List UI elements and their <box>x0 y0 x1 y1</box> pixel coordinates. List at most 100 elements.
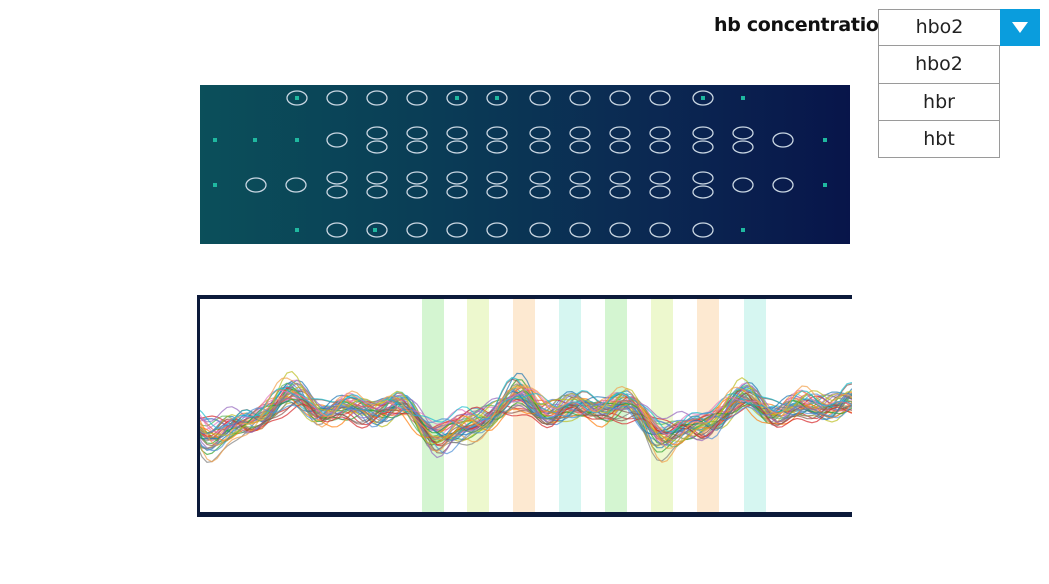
channel-marker <box>286 90 308 106</box>
channel-layout <box>213 90 827 238</box>
signal-trace <box>197 403 852 446</box>
channel-marker <box>285 177 307 193</box>
dropdown-button[interactable] <box>1000 9 1040 46</box>
channel-marker <box>609 171 631 185</box>
optode-dot <box>295 138 299 142</box>
channel-marker <box>649 171 671 185</box>
channel-marker <box>772 132 794 148</box>
channel-marker <box>569 126 591 140</box>
channel-marker <box>326 132 348 148</box>
stimulus-band <box>422 299 444 512</box>
optode-dot <box>295 228 299 232</box>
channel-marker <box>569 90 591 106</box>
signal-trace <box>197 382 852 448</box>
channel-marker <box>692 140 714 154</box>
channel-marker <box>326 222 348 238</box>
signal-trace <box>197 394 852 435</box>
channel-marker <box>366 185 388 199</box>
channel-marker <box>446 185 468 199</box>
channel-marker <box>772 177 794 193</box>
channel-marker <box>609 140 631 154</box>
stimulus-band <box>467 299 489 512</box>
optode-dot <box>495 96 499 100</box>
time-series-plot <box>197 295 852 517</box>
stimulus-band <box>651 299 673 512</box>
channel-marker <box>529 171 551 185</box>
optode-dot <box>701 96 705 100</box>
channel-marker <box>609 126 631 140</box>
option-hbr[interactable]: hbr <box>879 83 999 120</box>
optode-dot <box>455 96 459 100</box>
signal-trace <box>197 390 852 442</box>
channel-marker <box>649 222 671 238</box>
channel-marker <box>446 140 468 154</box>
selected-value: hbo2 <box>915 16 964 38</box>
channel-marker <box>569 140 591 154</box>
stimulus-band <box>697 299 719 512</box>
channel-marker <box>446 90 468 106</box>
optode-dot <box>823 138 827 142</box>
channel-marker <box>609 90 631 106</box>
channel-marker <box>406 126 428 140</box>
optode-dot <box>373 228 377 232</box>
channel-marker <box>569 171 591 185</box>
channel-marker <box>245 177 267 193</box>
optode-dot <box>295 96 299 100</box>
channel-marker <box>486 222 508 238</box>
channel-marker <box>406 171 428 185</box>
option-hbt[interactable]: hbt <box>879 120 999 157</box>
optode-dot <box>253 138 257 142</box>
hb-concentration-select[interactable]: hbo2 <box>878 9 1040 46</box>
channel-marker <box>366 171 388 185</box>
channel-marker <box>732 177 754 193</box>
signal-trace <box>197 398 852 444</box>
optode-dot <box>741 228 745 232</box>
optode-dot <box>741 96 745 100</box>
signal-trace <box>197 392 852 452</box>
signal-trace <box>197 386 852 440</box>
channel-marker <box>569 185 591 199</box>
option-hbo2[interactable]: hbo2 <box>915 53 963 75</box>
optode-dot <box>823 183 827 187</box>
channel-marker <box>529 222 551 238</box>
channel-marker <box>406 185 428 199</box>
channel-marker <box>649 140 671 154</box>
channel-marker <box>529 185 551 199</box>
channel-marker <box>406 222 428 238</box>
channel-marker <box>486 171 508 185</box>
signal-trace <box>197 383 852 450</box>
channel-marker <box>649 185 671 199</box>
optode-dot <box>213 138 217 142</box>
channel-topography-map <box>200 85 850 244</box>
channel-marker <box>732 126 754 140</box>
channel-marker <box>692 126 714 140</box>
channel-marker <box>692 222 714 238</box>
channel-marker <box>366 90 388 106</box>
channel-marker <box>649 90 671 106</box>
optode-dot <box>213 183 217 187</box>
channel-marker <box>486 140 508 154</box>
channel-marker <box>326 90 348 106</box>
channel-marker <box>486 126 508 140</box>
signal-traces <box>197 299 852 512</box>
channel-marker <box>446 222 468 238</box>
channel-marker <box>406 140 428 154</box>
channel-marker <box>486 185 508 199</box>
caret-down-icon <box>1012 22 1028 33</box>
channel-marker <box>609 185 631 199</box>
channel-marker <box>529 90 551 106</box>
dropdown-menu: hbo2 hbr hbt <box>878 46 1000 158</box>
channel-marker <box>366 140 388 154</box>
channel-marker <box>446 126 468 140</box>
plot-left-edge <box>197 299 200 512</box>
hb-concentration-label: hb concentration <box>714 14 892 36</box>
channel-marker <box>569 222 591 238</box>
channel-marker <box>732 140 754 154</box>
channel-marker <box>326 185 348 199</box>
channel-marker <box>446 171 468 185</box>
channel-marker <box>529 140 551 154</box>
channel-marker <box>406 90 428 106</box>
channel-marker <box>609 222 631 238</box>
channel-marker <box>692 185 714 199</box>
channel-marker <box>366 222 388 238</box>
